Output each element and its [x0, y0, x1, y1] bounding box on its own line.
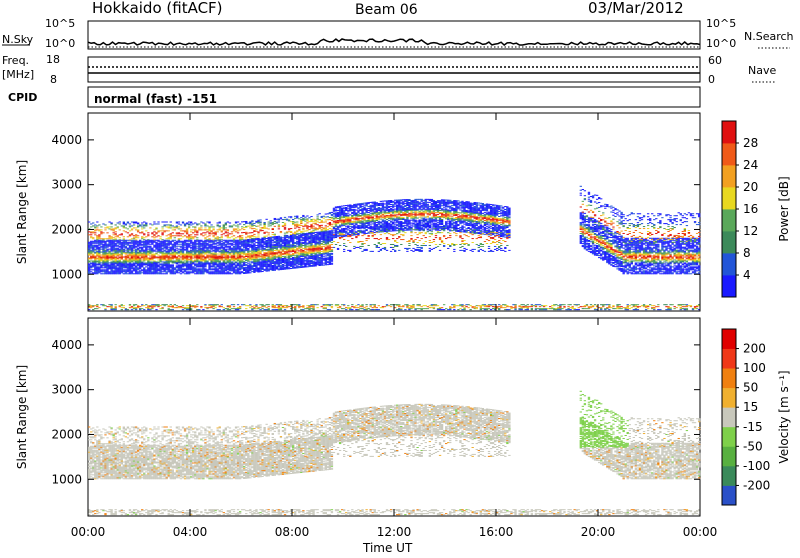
noise-tick-right-bottom: 10^0	[706, 37, 736, 50]
y-tick-label: 4000	[51, 338, 82, 352]
frequency-panel: Freq. [MHz] 18 8 60 0 Nave	[2, 53, 776, 86]
x-tick-label: 20:00	[581, 525, 616, 539]
velocity-panel: 1000 2000 3000 4000 Slant Range [km]	[15, 318, 700, 516]
power-colorbar: 4 8 12 16 20 24 28	[722, 121, 758, 297]
power-y-axis-label: Slant Range [km]	[15, 160, 29, 264]
colorbar-tick-label: -15	[743, 420, 763, 434]
y-tick-label: 3000	[51, 178, 82, 192]
colorbar-tick-label: 200	[743, 342, 766, 356]
colorbar-segment	[722, 446, 736, 466]
colorbar-tick-label: -200	[743, 478, 770, 492]
noise-panel: N.Sky 10^5 10^0 10^5 10^0 N.Search	[2, 17, 794, 50]
cpid-label: CPID	[8, 91, 37, 104]
x-tick-label: 16:00	[479, 525, 514, 539]
colorbar-tick-label: 100	[743, 361, 766, 375]
noise-tick-left-top: 10^5	[45, 17, 75, 30]
x-tick-label: 00:00	[683, 525, 718, 539]
freq-label-1: Freq.	[2, 54, 29, 67]
date-title: 03/Mar/2012	[588, 0, 684, 17]
colorbar-tick-label: 4	[743, 268, 751, 282]
colorbar-segment	[722, 121, 736, 143]
velocity-y-axis-label: Slant Range [km]	[15, 365, 29, 469]
x-tick-labels: 00:00 04:00 08:00 12:00 16:00 20:00 00:00	[71, 525, 718, 539]
noise-tick-right-top: 10^5	[706, 17, 736, 30]
colorbar-segment	[722, 368, 736, 388]
freq-tick-right-bottom: 0	[708, 73, 715, 86]
colorbar-segment	[722, 231, 736, 253]
colorbar-tick-label: 8	[743, 246, 751, 260]
nave-label: Nave	[748, 64, 776, 77]
power-colorbar-label: Power [dB]	[777, 176, 791, 241]
colorbar-segment	[722, 349, 736, 369]
freq-tick-left-top: 18	[46, 53, 60, 66]
colorbar-tick-label: 50	[743, 381, 758, 395]
colorbar-tick-label: -100	[743, 459, 770, 473]
noise-tick-left-bottom: 10^0	[45, 37, 75, 50]
colorbar-segment	[722, 253, 736, 275]
y-tick-label: 1000	[51, 472, 82, 486]
power-panel: 1000 2000 3000 4000 Slant Range [km]	[15, 113, 700, 311]
noise-right-label: N.Search	[744, 30, 794, 43]
colorbar-tick-label: 20	[743, 180, 758, 194]
freq-tick-right-top: 60	[708, 54, 722, 67]
colorbar-segment	[722, 466, 736, 486]
x-tick-label: 12:00	[377, 525, 412, 539]
colorbar-tick-label: -50	[743, 439, 763, 453]
y-tick-label: 1000	[51, 267, 82, 281]
y-tick-label: 2000	[51, 427, 82, 441]
colorbar-tick-label: 15	[743, 400, 758, 414]
colorbar-segment	[722, 329, 736, 349]
velocity-colorbar-label: Velocity [m s⁻¹]	[777, 370, 791, 463]
y-tick-label: 2000	[51, 222, 82, 236]
cpid-value: normal (fast) -151	[94, 92, 217, 106]
colorbar-tick-label: 16	[743, 202, 758, 216]
station-title: Hokkaido (fitACF)	[92, 0, 223, 17]
x-tick-label: 04:00	[173, 525, 208, 539]
y-tick-label: 4000	[51, 133, 82, 147]
colorbar-tick-label: 24	[743, 158, 758, 172]
freq-tick-left-bottom: 8	[50, 73, 57, 86]
x-axis-label: Time UT	[362, 541, 413, 554]
colorbar-segment	[722, 165, 736, 187]
colorbar-segment	[722, 275, 736, 297]
freq-label-2: [MHz]	[2, 68, 34, 81]
colorbar-segment	[722, 407, 736, 427]
colorbar-segment	[722, 485, 736, 505]
colorbar-tick-label: 12	[743, 224, 758, 238]
colorbar-segment	[722, 187, 736, 209]
x-tick-label: 08:00	[275, 525, 310, 539]
noise-left-label: N.Sky	[2, 33, 34, 46]
y-tick-label: 3000	[51, 383, 82, 397]
colorbar-segment	[722, 388, 736, 408]
colorbar-tick-label: 28	[743, 136, 758, 150]
colorbar-segment	[722, 427, 736, 447]
beam-title: Beam 06	[355, 2, 418, 18]
x-tick-label: 00:00	[71, 525, 106, 539]
colorbar-segment	[722, 209, 736, 231]
colorbar-segment	[722, 143, 736, 165]
velocity-colorbar: 200 100 50 15 -15 -50 -100 -200	[722, 329, 770, 505]
